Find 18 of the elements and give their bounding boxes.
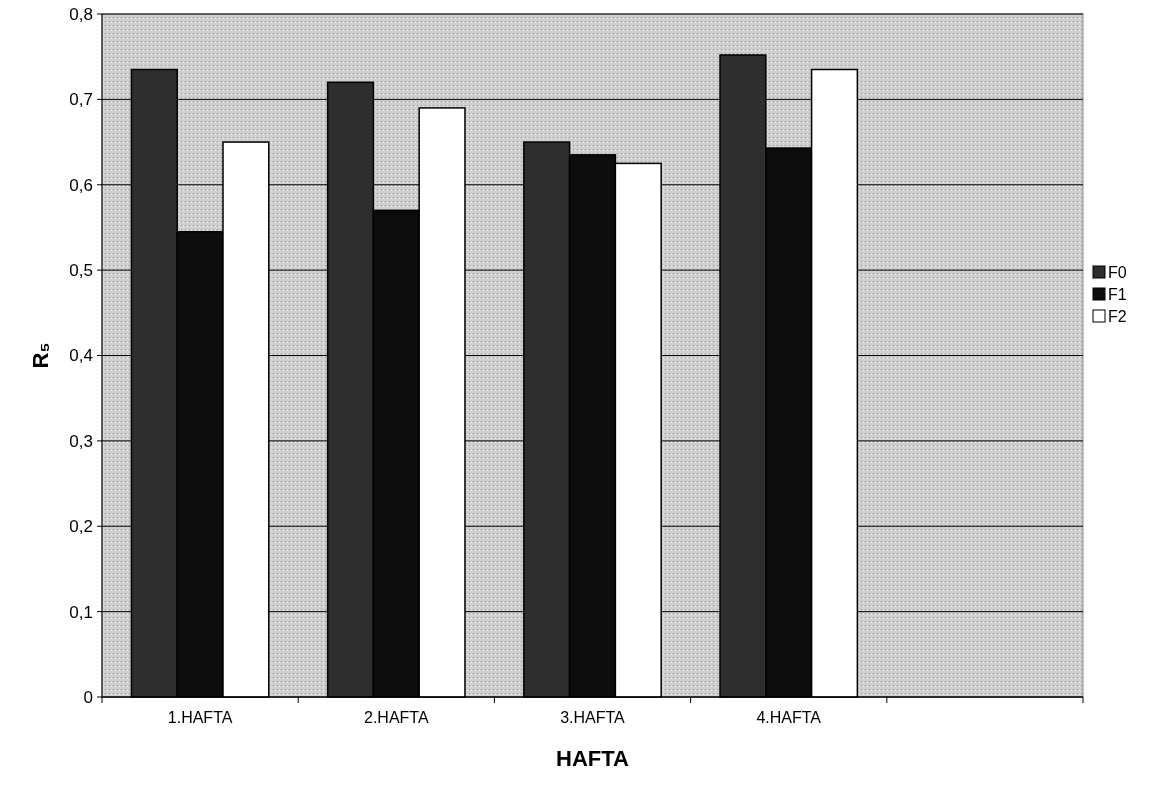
y-axis-title: R₅ [28, 342, 53, 369]
y-tick-label: 0,1 [69, 602, 93, 622]
legend-label: F2 [1108, 307, 1127, 325]
legend-label: F1 [1108, 285, 1127, 303]
y-tick-label: 0,6 [69, 175, 93, 195]
y-tick-label: 0,7 [69, 90, 93, 110]
x-tick-label: 1.HAFTA [167, 709, 233, 726]
x-axis-title: HAFTA [556, 746, 630, 771]
y-tick-label: 0,2 [69, 517, 93, 537]
y-tick-label: 0,4 [69, 346, 93, 366]
y-tick-label: 0,3 [69, 431, 93, 451]
y-tick-label: 0,8 [69, 4, 93, 24]
x-tick-label: 4.HAFTA [756, 709, 822, 726]
y-tick-label: 0 [83, 687, 93, 707]
x-tick-label: 2.HAFTA [364, 709, 429, 726]
legend-label: F0 [1108, 263, 1127, 281]
y-tick-label: 0,5 [69, 261, 93, 281]
x-tick-label: 3.HAFTA [560, 709, 626, 726]
